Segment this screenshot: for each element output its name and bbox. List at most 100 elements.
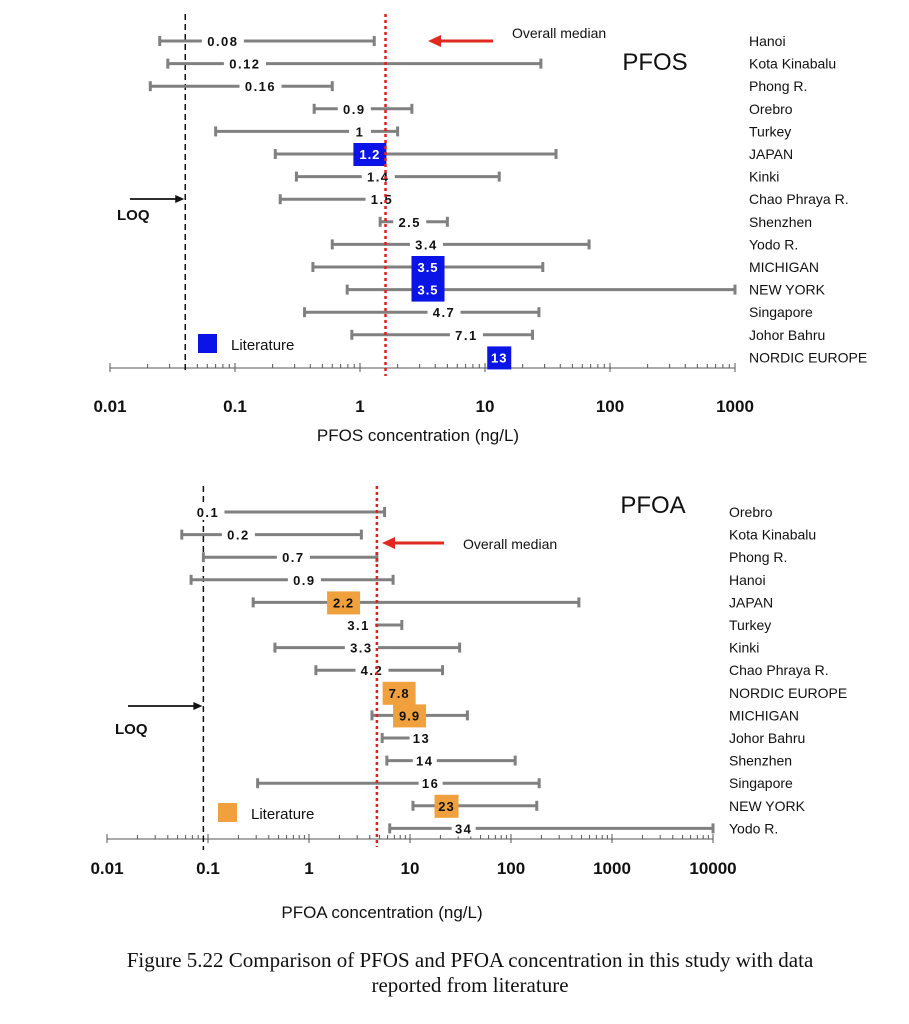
median-label: 1.2	[359, 147, 380, 162]
median-label: 1.4	[367, 170, 390, 185]
median-label: 14	[416, 754, 433, 769]
median-label: 4.2	[361, 663, 384, 678]
median-label-text: Overall median	[512, 25, 606, 41]
median-label-bg	[365, 191, 399, 208]
literature-marker	[434, 794, 459, 818]
site-label: Shenzhen	[749, 214, 812, 230]
median-label: 0.16	[245, 79, 276, 94]
legend-swatch	[198, 334, 217, 353]
site-label: MICHIGAN	[729, 707, 799, 723]
median-label-bg	[223, 55, 266, 72]
median-label: 0.1	[197, 505, 220, 520]
median-label-bg	[449, 326, 483, 343]
site-label: Hanoi	[749, 33, 786, 49]
site-label: NEW YORK	[749, 282, 826, 298]
median-label: 3.4	[415, 237, 438, 252]
chart-title: PFOS	[622, 49, 687, 76]
x-tick-label: 100	[497, 859, 525, 878]
site-label: Singapore	[729, 775, 793, 791]
chart-pfoa: PFOA 0.01 0.1 1 10 100 1000 10000 PFOA concentra…	[90, 486, 847, 922]
site-label: Johor Bahru	[729, 730, 805, 746]
x-tick-label: 10000	[689, 859, 736, 878]
median-label: 34	[455, 821, 472, 836]
median-label-text: Overall median	[463, 536, 557, 552]
figure-caption: Figure 5.22 Comparison of PFOS and PFOA …	[40, 948, 900, 998]
data-row: 0.9 Orebro	[312, 100, 793, 117]
data-row: 13 NORDIC EUROPE	[487, 346, 867, 370]
site-label: Turkey	[749, 123, 791, 139]
median-label-bg	[412, 752, 437, 769]
median-label: 7.8	[389, 686, 410, 701]
median-label-bg	[221, 526, 255, 543]
median-label-bg	[451, 820, 476, 837]
data-row: 3.3 Kinki	[273, 639, 759, 656]
data-row: 4.2 Chao Phraya R.	[314, 662, 829, 679]
caption-line-2: reported from literature	[371, 973, 569, 997]
median-label: 0.7	[282, 550, 305, 565]
literature-marker	[382, 681, 416, 705]
legend-label: Literature	[231, 337, 294, 354]
x-tick-label: 1000	[593, 859, 631, 878]
data-row: 1.5 Chao Phraya R.	[278, 191, 849, 208]
site-label: Yodo R.	[749, 236, 798, 252]
site-label: Phong R.	[749, 78, 807, 94]
median-label-bg	[239, 78, 282, 95]
median-label: 3.1	[347, 618, 370, 633]
x-tick-label: 0.1	[196, 859, 220, 878]
caption-line-1: Figure 5.22 Comparison of PFOS and PFOA …	[126, 948, 814, 972]
chart-pfos: PFOS 0.01 0.1 1 10 100 1000 PFOS concentration …	[93, 14, 867, 445]
data-row: 0.08 Hanoi	[158, 33, 786, 49]
median-label: 13	[491, 350, 507, 365]
chart-title: PFOA	[620, 492, 685, 519]
median-label: 2.5	[398, 215, 421, 230]
median-label: 0.12	[229, 57, 260, 72]
site-label: Singapore	[749, 304, 813, 320]
median-label: 0.08	[207, 34, 238, 49]
median-label: 1.5	[371, 192, 394, 207]
median-label-bg	[201, 33, 244, 49]
site-label: JAPAN	[729, 594, 773, 610]
site-label: Hanoi	[729, 572, 766, 588]
x-axis-label: PFOA concentration (ng/L)	[281, 903, 482, 922]
median-label: 2.2	[333, 595, 354, 610]
data-row: 0.7 Phong R.	[201, 549, 787, 566]
site-label: NORDIC EUROPE	[729, 685, 847, 701]
loq-label: LOQ	[117, 207, 150, 224]
data-row: 4.7 Singapore	[303, 304, 813, 321]
data-row: 0.1 Orebro	[191, 504, 773, 520]
data-row: 0.2 Kota Kinabalu	[180, 526, 816, 543]
x-tick-label: 0.1	[223, 397, 247, 416]
legend-swatch	[218, 803, 237, 822]
site-label: NORDIC EUROPE	[749, 349, 867, 365]
median-label-bg	[427, 304, 461, 321]
x-tick-label: 100	[596, 397, 624, 416]
median-label-bg	[418, 775, 443, 792]
median-label-bg	[287, 571, 321, 588]
site-label: Kinki	[749, 169, 779, 185]
site-label: MICHIGAN	[749, 259, 819, 275]
data-row: 0.9 Hanoi	[189, 571, 766, 588]
median-label: 16	[422, 776, 439, 791]
median-label: 3.5	[417, 283, 438, 298]
data-row: 3.5 NEW YORK	[345, 278, 826, 302]
loq-arrow-icon	[175, 195, 185, 203]
site-label: Kota Kinabalu	[749, 56, 836, 72]
data-row: 3.1 Turkey	[342, 617, 771, 633]
loq-label: LOQ	[115, 721, 148, 738]
median-label: 3.3	[350, 641, 373, 656]
site-label: Kinki	[729, 640, 759, 656]
median-label: 4.7	[433, 305, 456, 320]
data-row: 9.9 MICHIGAN	[370, 704, 799, 728]
median-label-bg	[337, 100, 371, 117]
median-label-bg	[409, 236, 443, 253]
data-row: 16 Singapore	[256, 775, 793, 792]
data-row: 1.2 JAPAN	[273, 143, 793, 166]
site-label: Orebro	[749, 101, 793, 117]
literature-marker	[327, 591, 361, 615]
x-tick-label: 10	[401, 859, 420, 878]
data-row: 34 Yodo R.	[388, 820, 778, 837]
site-label: Yodo R.	[729, 820, 778, 836]
median-label: 7.1	[455, 328, 478, 343]
median-label: 3.5	[417, 260, 438, 275]
